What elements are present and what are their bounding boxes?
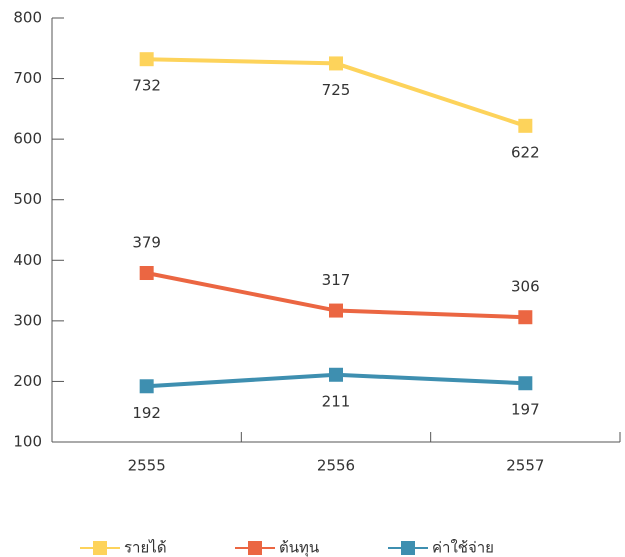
data-label: 317 [322,271,351,289]
y-tick-label: 300 [13,311,42,329]
x-tick-label: 2555 [128,457,166,475]
data-label: 306 [511,278,540,296]
data-label: 192 [132,404,161,422]
marker [329,56,343,71]
marker [329,303,343,318]
legend-label: รายได้ [124,539,167,557]
legend-marker [401,541,415,555]
marker [139,379,154,394]
data-label: 725 [322,81,351,99]
marker [139,266,154,281]
data-label: 211 [322,392,351,410]
y-tick-label: 800 [13,9,42,27]
legend-label: ต้นทุน [279,539,319,557]
data-label: 622 [511,143,540,161]
marker [139,52,154,67]
x-tick-label: 2556 [317,457,355,475]
y-tick-label: 600 [13,130,42,148]
y-tick-label: 200 [13,372,42,390]
legend-label: ค่าใช้จ่าย [432,539,494,557]
marker [329,367,343,382]
y-tick-label: 700 [13,69,42,87]
y-tick-label: 400 [13,251,42,269]
legend-marker [248,541,262,555]
x-tick-label: 2557 [506,457,544,475]
marker [518,310,533,325]
y-tick-label: 500 [13,190,42,208]
data-label: 379 [132,234,161,252]
legend-marker [93,541,107,555]
data-label: 732 [132,77,161,95]
marker [518,376,533,391]
marker [518,118,533,133]
y-tick-label: 100 [13,433,42,451]
data-label: 197 [511,401,540,419]
